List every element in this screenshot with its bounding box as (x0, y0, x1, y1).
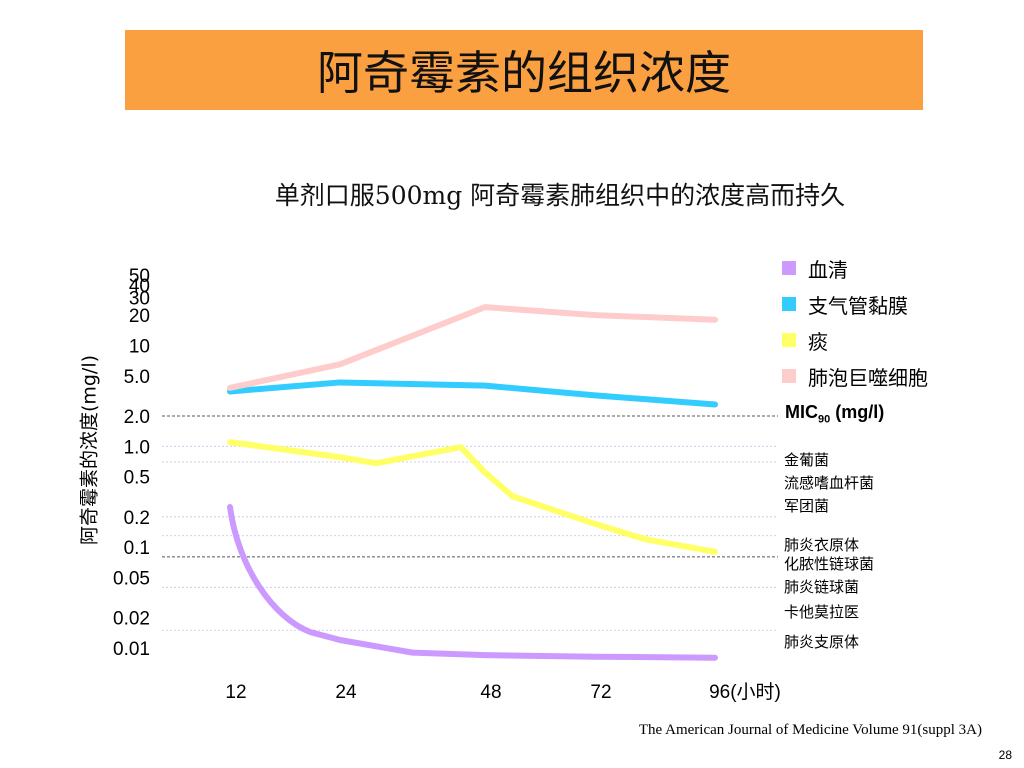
y-tick-label: 10 (129, 336, 150, 357)
mic-organism-m-pneumoniae: 肺炎支原体 (784, 633, 860, 651)
mic-organism-s-pyogenes: 化脓性链球菌 (784, 555, 875, 573)
y-tick-label: 0.5 (124, 468, 150, 489)
mic90-title: MIC90 (mg/l) (785, 402, 884, 426)
y-tick-label: 0.01 (113, 639, 150, 660)
mic90-title-unit: (mg/l) (830, 402, 885, 422)
legend-item-bronchial-mucosa: 支气管黏膜 (782, 291, 908, 318)
mic90-title-sub: 90 (818, 413, 831, 426)
y-tick-label: 20 (129, 306, 150, 327)
y-tick-label: 50 (129, 266, 150, 287)
mic90-title-main: MIC (785, 402, 818, 422)
y-tick-label: 40 (129, 276, 150, 297)
y-tick-label: 5.0 (124, 367, 150, 388)
y-tick-label: 0.02 (113, 609, 150, 630)
x-tick-label: 72 (590, 682, 611, 703)
page-number: 28 (998, 748, 1012, 762)
y-tick-label: 0.2 (124, 508, 150, 529)
legend-label-alveolar-macrophage: 肺泡巨噬细胞 (808, 365, 928, 390)
citation: The American Journal of Medicine Volume … (638, 722, 982, 738)
chart-subtitle: 单剂口服500mg 阿奇霉素肺组织中的浓度高而持久 (274, 181, 846, 210)
legend-swatch-serum (782, 261, 796, 275)
x-tick-label: 12 (225, 682, 246, 703)
mic-organism-legionella: 军团菌 (784, 497, 830, 515)
x-tick-label: 96(小时) (709, 681, 781, 703)
y-tick-label: 0.05 (113, 569, 150, 590)
legend-swatch-alveolar-macrophage (782, 369, 796, 383)
legend-label-sputum: 痰 (808, 329, 828, 354)
mic-organism-s-pneumoniae: 肺炎链球菌 (784, 578, 860, 596)
x-tick-label: 48 (480, 682, 501, 703)
mic-organism-staph-aureus: 金葡菌 (784, 451, 830, 469)
legend-item-alveolar-macrophage: 肺泡巨噬细胞 (782, 363, 928, 390)
x-tick-label: 24 (335, 682, 357, 703)
y-tick-label: 1.0 (124, 437, 150, 458)
legend-label-bronchial-mucosa: 支气管黏膜 (808, 293, 908, 318)
legend-swatch-bronchial-mucosa (782, 297, 796, 311)
series-line-alveolar-macrophage (227, 304, 718, 391)
mic-organism-c-pneumoniae: 肺炎衣原体 (784, 536, 860, 554)
legend-label-serum: 血清 (808, 257, 848, 282)
series-line-serum (227, 504, 718, 661)
slide-title-box: 阿奇霉素的组织浓度 (125, 30, 923, 110)
series-line-sputum (227, 439, 718, 555)
y-tick-label: 2.0 (124, 407, 150, 428)
legend-item-serum: 血清 (782, 255, 848, 282)
legend-swatch-sputum (782, 333, 796, 347)
y-tick-label: 30 (129, 288, 150, 309)
y-tick-label: 0.1 (124, 538, 150, 559)
mic-organism-h-influenzae: 流感嗜血杆菌 (784, 474, 875, 492)
slide-title: 阿奇霉素的组织浓度 (317, 46, 731, 100)
legend-item-sputum: 痰 (782, 327, 828, 354)
mic-organism-m-catarrhalis: 卡他莫拉医 (784, 603, 860, 621)
series-line-bronchial-mucosa (227, 379, 718, 408)
